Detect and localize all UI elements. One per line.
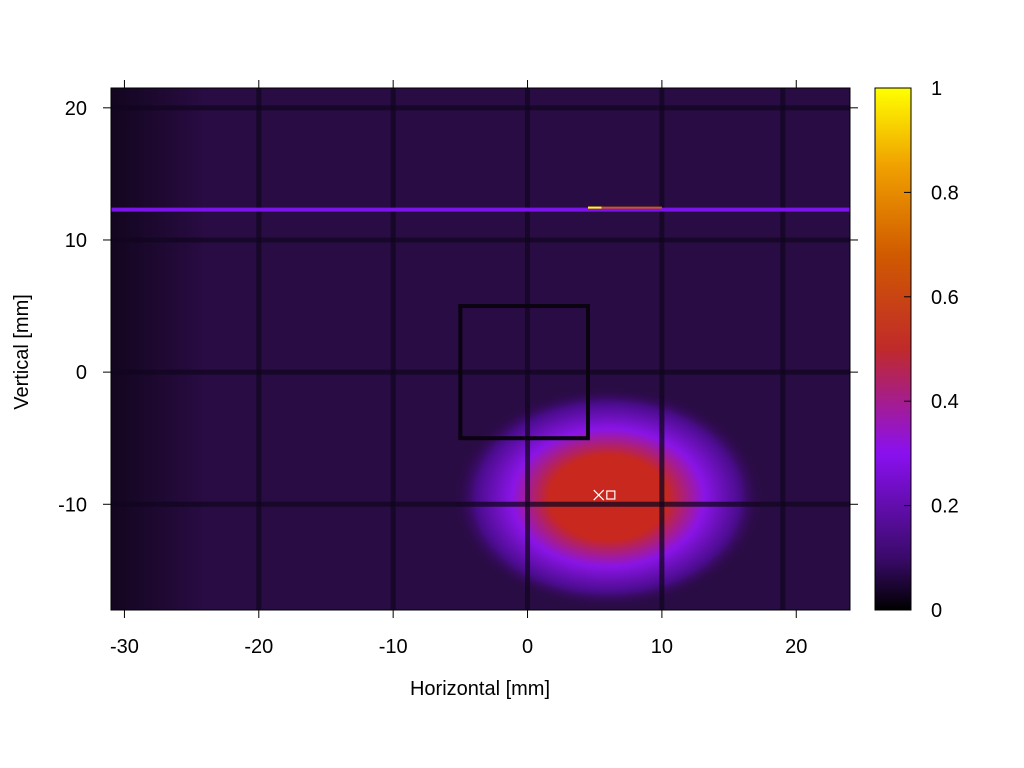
x-tick-label: 0	[522, 636, 533, 658]
bright-line-layer	[111, 206, 850, 212]
left-dark-band	[111, 88, 211, 610]
colorbar-tick-label: 0.2	[931, 496, 959, 518]
y-tick-label: 10	[65, 230, 87, 252]
plot-area	[111, 88, 850, 610]
y-tick-label: 0	[76, 362, 87, 384]
y-axis-label: Vertical [mm]	[11, 294, 33, 410]
y-tick-label: -10	[58, 494, 87, 516]
y-axis: -10 0 10 20	[58, 98, 858, 516]
colorbar-tick-label: 1	[931, 78, 942, 100]
colorbar-tick-label: 0.8	[931, 182, 959, 204]
x-axis-label: Horizontal [mm]	[410, 678, 550, 700]
beam-spot	[452, 386, 764, 609]
colorbar-tick-label: 0	[931, 600, 942, 622]
colorbar-tick-label: 0.4	[931, 391, 959, 413]
beam-spot-layer	[452, 386, 764, 609]
x-tick-label: -30	[110, 636, 139, 658]
roi-box	[458, 304, 590, 441]
x-tick-label: -10	[379, 636, 408, 658]
x-axis: -30 -20 -10 0 10 20	[110, 80, 807, 658]
cross-marker	[593, 489, 605, 501]
plot-frame	[110, 87, 851, 611]
square-marker	[606, 490, 616, 500]
markers-layer	[593, 489, 616, 501]
colorbar	[874, 87, 912, 611]
x-tick-label: 10	[651, 636, 673, 658]
colorbar-axis: 0 0.2 0.4 0.6 0.8 1	[904, 78, 959, 622]
x-tick-label: 20	[785, 636, 807, 658]
x-tick-label: -20	[244, 636, 273, 658]
colorbar-tick-label: 0.6	[931, 287, 959, 309]
roi-layer	[458, 304, 590, 441]
y-tick-label: 20	[65, 98, 87, 120]
grid-wires-layer	[111, 88, 850, 610]
